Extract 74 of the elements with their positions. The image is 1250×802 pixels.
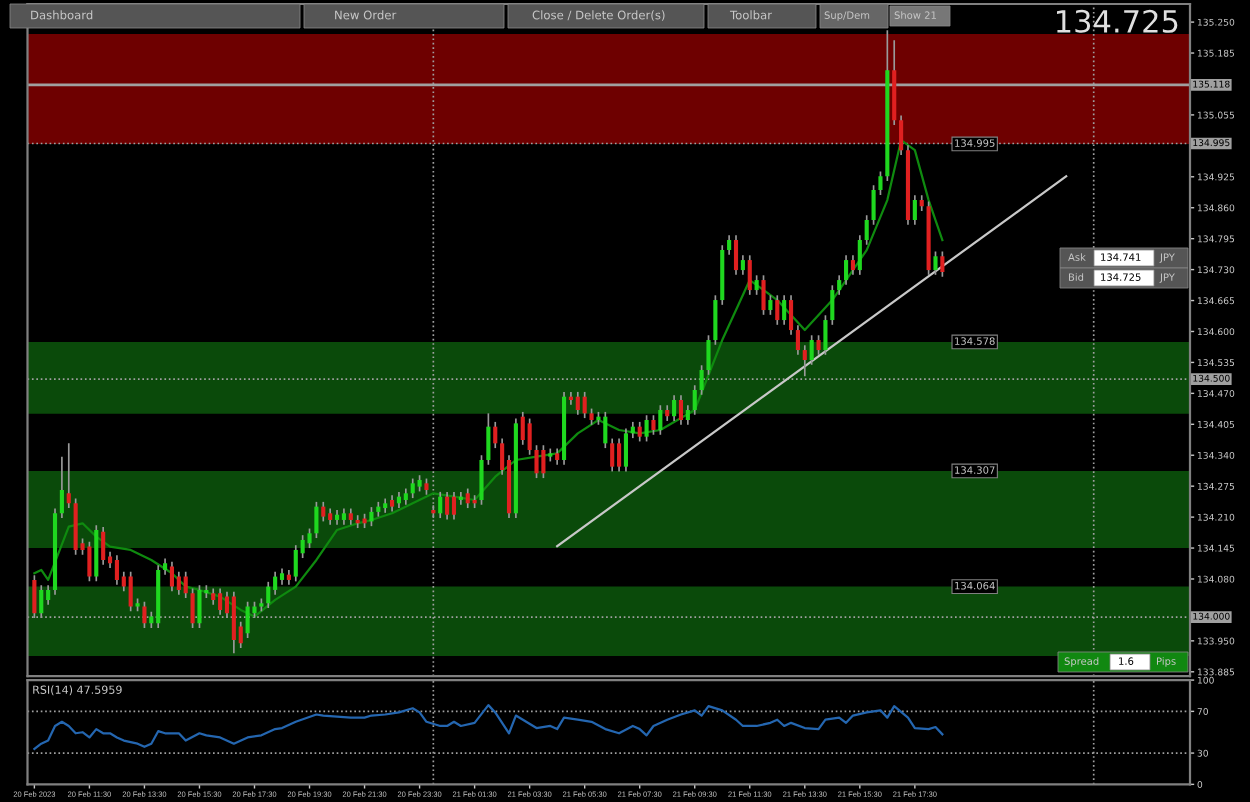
candlestick — [857, 234, 862, 276]
candlestick — [73, 497, 78, 556]
candlestick — [933, 250, 938, 276]
candlestick — [101, 526, 106, 566]
candlestick — [740, 254, 745, 276]
candlestick — [754, 274, 759, 296]
candlestick — [520, 411, 525, 446]
candlestick — [66, 442, 71, 509]
candlestick — [445, 491, 450, 521]
candlestick — [541, 444, 546, 479]
candlestick — [823, 314, 828, 356]
candlestick — [733, 234, 739, 276]
candlestick — [87, 541, 92, 583]
candlestick — [844, 254, 849, 286]
candlestick — [912, 194, 917, 226]
candlestick — [761, 274, 766, 316]
candlestick — [534, 444, 539, 479]
line-series — [33, 704, 944, 751]
candlestick — [114, 554, 119, 586]
candlestick — [775, 294, 780, 326]
candlestick — [438, 491, 443, 519]
candlestick — [837, 274, 842, 296]
annotation: 134.725 — [1057, 9, 1178, 33]
candlestick — [486, 412, 491, 466]
candlestick — [788, 294, 794, 336]
candlestick — [864, 214, 869, 246]
candlestick — [623, 427, 629, 473]
candlestick — [465, 487, 470, 509]
candlestick — [878, 170, 883, 196]
candlestick — [575, 391, 580, 416]
candlestick — [672, 394, 677, 422]
candlestick — [782, 294, 787, 326]
candlestick — [678, 394, 684, 426]
candlestick — [479, 454, 484, 506]
candlestick — [795, 324, 800, 356]
candlestick — [582, 391, 587, 419]
candlestick — [266, 581, 271, 609]
candlestick — [727, 234, 732, 256]
candlestick — [871, 184, 876, 226]
candlestick — [816, 334, 821, 356]
candlestick — [768, 294, 773, 316]
candlestick — [692, 384, 697, 416]
candlestick — [183, 571, 188, 599]
candlestick — [293, 544, 298, 583]
candlestick — [128, 571, 133, 613]
candlestick — [610, 437, 615, 473]
candlestick — [637, 421, 642, 443]
candlestick — [685, 404, 690, 426]
candlestick — [651, 414, 656, 436]
candlestick — [46, 584, 51, 606]
candlestick — [830, 284, 835, 326]
candlestick — [644, 414, 649, 443]
candlestick — [940, 250, 945, 278]
candlestick — [59, 455, 64, 519]
candlestick — [527, 417, 532, 456]
candlestick — [410, 477, 415, 499]
candlestick — [314, 501, 319, 539]
candlestick — [307, 527, 312, 549]
candlestick — [218, 587, 223, 616]
candlestick — [809, 334, 814, 366]
candlestick — [169, 561, 175, 593]
candlestick — [603, 411, 608, 449]
candlestick — [321, 501, 326, 523]
candlestick — [176, 571, 181, 596]
candlestick — [850, 254, 856, 276]
candlestick — [747, 254, 752, 296]
candlestick — [617, 437, 622, 473]
candlestick — [273, 571, 278, 596]
candlestick — [451, 491, 457, 521]
candlestick — [713, 294, 718, 346]
candlestick — [369, 506, 374, 527]
candlestick — [94, 524, 99, 583]
candlestick — [658, 404, 663, 436]
candlestick — [493, 421, 498, 449]
